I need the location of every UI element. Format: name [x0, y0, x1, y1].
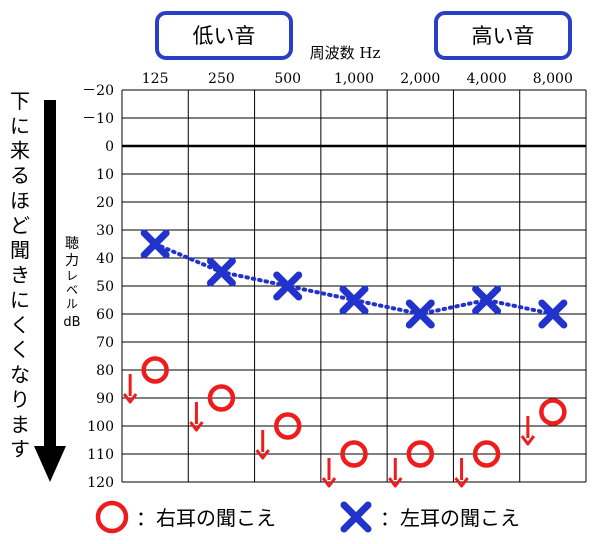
- right-ear-scale-out-arrow: [520, 416, 536, 446]
- right-ear-circle-marker: [539, 398, 567, 426]
- down-arrow-shaft: [44, 100, 56, 450]
- legend-cross-icon: [340, 501, 372, 533]
- arrow-head: [255, 449, 270, 460]
- x-tick-label: 500: [274, 71, 301, 87]
- low-tone-label: 低い音: [193, 24, 256, 48]
- y-axis-title-char: レ: [66, 269, 78, 283]
- right-ear-scale-out-arrow: [321, 458, 337, 488]
- arrow-head: [321, 477, 337, 488]
- cross-stroke: [472, 285, 502, 315]
- y-tick-label: 100: [87, 419, 114, 435]
- arrow-head: [189, 421, 204, 432]
- arrow-head: [122, 393, 138, 404]
- y-axis-title-char: ル: [66, 297, 78, 311]
- cross-stroke: [206, 257, 236, 287]
- down-arrow-icon: [34, 446, 66, 482]
- chart-marks: [122, 229, 568, 488]
- y-tick-label: 0: [105, 139, 114, 155]
- y-tick-label: 80: [96, 363, 114, 379]
- x-axis-title: 周波数 Hz: [310, 44, 381, 62]
- cross-stroke: [273, 271, 303, 301]
- arrow-head: [520, 435, 536, 446]
- cross-stroke: [339, 285, 369, 315]
- left-ear-cross-marker: [405, 299, 435, 329]
- left-ear-cross-marker: [206, 257, 236, 287]
- y-axis-unit: dB: [63, 315, 80, 330]
- y-tick-label: －10: [82, 111, 114, 127]
- legend-left-label: ：左耳の聞こえ: [380, 506, 520, 530]
- y-tick-label: 60: [96, 307, 114, 323]
- y-axis-title-char: ベ: [66, 283, 78, 297]
- x-tick-label: 8,000: [533, 71, 573, 87]
- x-tick-label: 1,000: [334, 71, 374, 87]
- right-ear-circle-marker: [273, 412, 302, 440]
- right-ear-circle-marker: [472, 440, 501, 468]
- high-tone-label: 高い音: [472, 24, 535, 48]
- y-tick-label: 10: [96, 167, 114, 183]
- legend: ：右耳の聞こえ ：左耳の聞こえ: [95, 500, 520, 534]
- y-tick-labels: －20 －10 0 10 20 30 40 50 60 70 80 90 100 110 120: [82, 83, 114, 491]
- right-ear-scale-out-arrow: [454, 458, 469, 488]
- y-tick-label: 30: [96, 223, 114, 239]
- x-tick-labels: 125 250 500 1,000 2,000 4,000 8,000: [142, 71, 573, 87]
- y-tick-label: 90: [96, 391, 114, 407]
- left-ear-cross-marker: [140, 229, 170, 259]
- side-note-text: 下に来るほど聞きにくくなります: [10, 89, 30, 461]
- right-ear-scale-out-arrow: [255, 430, 270, 460]
- chart-grid: [121, 89, 587, 483]
- y-tick-label: 70: [96, 335, 114, 351]
- left-ear-cross-marker: [339, 285, 369, 315]
- x-tick-label: 2,000: [400, 71, 440, 87]
- arrow-head: [388, 477, 403, 488]
- cross-stroke: [140, 229, 170, 259]
- high-tone-tag: 高い音: [434, 11, 572, 60]
- y-tick-label: 120: [87, 475, 114, 491]
- right-ear-circle-marker: [207, 384, 236, 412]
- left-ear-cross-marker: [538, 299, 568, 329]
- right-ear-circle-marker: [340, 440, 368, 468]
- arrow-head: [454, 477, 469, 488]
- side-note: 下に来るほど聞きにくくなります: [10, 89, 66, 482]
- y-tick-label: 50: [96, 279, 114, 295]
- legend-right-label: ：右耳の聞こえ: [136, 506, 276, 530]
- cross-stroke: [538, 299, 568, 329]
- right-ear-scale-out-arrow: [388, 458, 403, 488]
- y-axis-title-char: 力: [65, 253, 79, 269]
- y-tick-label: 40: [96, 251, 114, 267]
- cross-stroke: [405, 299, 435, 329]
- y-axis-title: 聴 力 レ ベ ル dB: [63, 236, 80, 330]
- y-tick-label: 110: [87, 447, 114, 463]
- y-axis-title-char: 聴: [65, 236, 79, 252]
- right-ear-circle-marker: [406, 440, 435, 468]
- right-ear-scale-out-arrow: [189, 402, 204, 432]
- x-tick-label: 125: [142, 71, 169, 87]
- legend-circle-icon: [95, 500, 129, 534]
- left-ear-cross-marker: [273, 271, 303, 301]
- left-ear-cross-marker: [472, 285, 502, 315]
- x-tick-label: 4,000: [467, 71, 507, 87]
- right-ear-circle-marker: [141, 356, 169, 384]
- y-tick-label: －20: [82, 83, 114, 99]
- y-tick-label: 20: [96, 195, 114, 211]
- right-ear-scale-out-arrow: [122, 374, 138, 404]
- low-tone-tag: 低い音: [155, 11, 293, 60]
- x-tick-label: 250: [208, 71, 235, 87]
